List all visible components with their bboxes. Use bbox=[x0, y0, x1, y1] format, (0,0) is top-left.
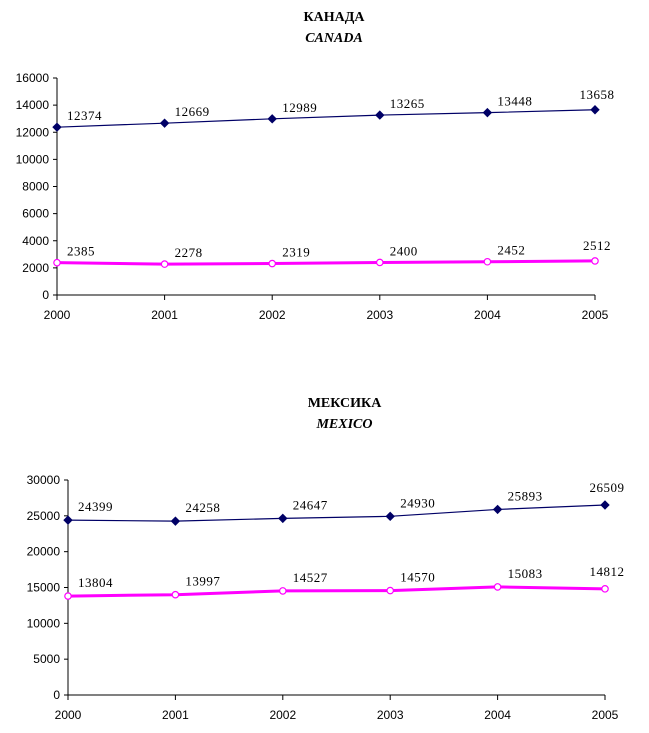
x-tick-label: 2003 bbox=[377, 708, 404, 722]
data-label: 13997 bbox=[185, 574, 220, 589]
data-point bbox=[52, 122, 62, 132]
data-label: 26509 bbox=[590, 480, 625, 495]
y-tick-label: 2000 bbox=[22, 261, 49, 275]
data-label: 13658 bbox=[580, 87, 615, 102]
y-tick-label: 0 bbox=[42, 288, 49, 302]
chart-title: МЕКСИКА bbox=[308, 396, 383, 411]
data-label: 24399 bbox=[78, 499, 113, 514]
x-tick-label: 2002 bbox=[259, 308, 286, 322]
chart-title: КАНАДА bbox=[303, 10, 365, 25]
data-point bbox=[278, 513, 288, 524]
data-label: 2385 bbox=[67, 244, 95, 259]
y-tick-label: 0 bbox=[53, 688, 60, 702]
data-point bbox=[375, 258, 384, 267]
series-line-2 bbox=[67, 585, 606, 598]
x-tick-label: 2001 bbox=[162, 708, 189, 722]
data-point bbox=[483, 257, 492, 266]
data-label: 12989 bbox=[282, 100, 317, 115]
data-label: 13804 bbox=[78, 575, 113, 590]
data-point bbox=[493, 583, 502, 591]
x-tick-label: 2000 bbox=[44, 308, 71, 322]
data-label: 14570 bbox=[400, 570, 435, 585]
y-tick-label: 4000 bbox=[22, 234, 49, 248]
data-point bbox=[600, 500, 610, 510]
data-label: 25893 bbox=[508, 488, 543, 503]
x-tick-label: 2001 bbox=[151, 308, 178, 322]
x-tick-label: 2005 bbox=[592, 708, 619, 722]
data-point bbox=[268, 259, 277, 268]
x-tick-label: 2005 bbox=[582, 308, 609, 322]
series-line-2 bbox=[56, 259, 596, 266]
series-line-1 bbox=[56, 109, 596, 128]
x-tick-label: 2003 bbox=[366, 308, 393, 322]
data-label: 24647 bbox=[293, 497, 328, 512]
x-tick-label: 2004 bbox=[474, 308, 501, 322]
y-tick-label: 20000 bbox=[27, 545, 61, 559]
data-point bbox=[591, 257, 599, 265]
data-point bbox=[386, 586, 395, 595]
data-label: 13265 bbox=[390, 96, 425, 111]
y-tick-label: 25000 bbox=[27, 509, 61, 523]
y-tick-label: 30000 bbox=[27, 473, 61, 487]
series-line-1 bbox=[67, 504, 606, 522]
y-tick-label: 8000 bbox=[22, 180, 49, 194]
data-point bbox=[53, 258, 61, 267]
data-label: 2278 bbox=[175, 245, 203, 260]
data-point bbox=[601, 585, 609, 593]
y-tick-label: 16000 bbox=[16, 71, 50, 85]
data-point bbox=[171, 590, 180, 599]
data-label: 2512 bbox=[583, 238, 611, 253]
data-point bbox=[492, 504, 503, 515]
data-point bbox=[170, 516, 181, 526]
data-label: 24258 bbox=[185, 500, 220, 515]
y-tick-label: 5000 bbox=[33, 652, 60, 666]
data-point bbox=[375, 110, 385, 120]
data-point bbox=[63, 515, 73, 525]
data-point bbox=[482, 107, 493, 118]
y-tick-label: 6000 bbox=[22, 207, 49, 221]
x-tick-label: 2004 bbox=[484, 708, 511, 722]
x-tick-label: 2002 bbox=[269, 708, 296, 722]
chart-subtitle: MEXICO bbox=[315, 417, 372, 432]
data-label: 24930 bbox=[400, 495, 435, 510]
data-label: 2319 bbox=[282, 245, 310, 260]
data-point bbox=[278, 587, 287, 595]
chart-subtitle: CANADA bbox=[305, 31, 363, 46]
data-point bbox=[385, 511, 395, 522]
x-tick-label: 2000 bbox=[55, 708, 82, 722]
data-point bbox=[159, 118, 170, 128]
y-tick-label: 10000 bbox=[27, 616, 61, 630]
data-label: 14527 bbox=[293, 570, 328, 585]
data-label: 14812 bbox=[590, 564, 625, 579]
data-point bbox=[590, 105, 600, 115]
data-label: 15083 bbox=[508, 566, 543, 581]
data-point bbox=[64, 592, 72, 600]
data-point bbox=[267, 114, 277, 124]
y-tick-label: 15000 bbox=[27, 581, 61, 595]
y-tick-label: 12000 bbox=[16, 125, 50, 139]
y-tick-label: 10000 bbox=[16, 152, 50, 166]
data-label: 12374 bbox=[67, 108, 102, 123]
data-label: 12669 bbox=[175, 104, 210, 119]
y-tick-label: 14000 bbox=[16, 98, 50, 112]
data-label: 2400 bbox=[390, 243, 418, 258]
data-label: 13448 bbox=[497, 94, 532, 109]
data-point bbox=[160, 260, 169, 268]
data-label: 2452 bbox=[497, 243, 525, 258]
